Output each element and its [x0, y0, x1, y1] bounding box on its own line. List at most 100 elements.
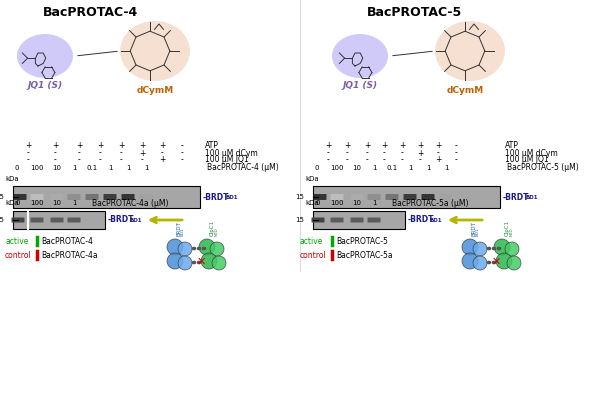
Text: BD1: BD1 [130, 218, 143, 223]
Text: 100 μM JQ1: 100 μM JQ1 [505, 156, 548, 164]
Text: +: + [97, 142, 103, 150]
Ellipse shape [332, 34, 388, 78]
Text: 0: 0 [16, 200, 20, 206]
Text: 100: 100 [330, 200, 344, 206]
Text: 15: 15 [0, 217, 4, 223]
Text: BacPROTAC-4: BacPROTAC-4 [43, 6, 137, 19]
FancyBboxPatch shape [386, 194, 398, 200]
FancyBboxPatch shape [50, 217, 64, 223]
Circle shape [178, 242, 192, 256]
Text: ATP: ATP [205, 142, 219, 150]
Circle shape [507, 256, 521, 270]
Text: JQ1 (S): JQ1 (S) [343, 81, 377, 90]
Text: BD1: BD1 [525, 195, 538, 200]
Text: -: - [365, 156, 368, 164]
Text: +: + [325, 142, 331, 150]
Text: 1: 1 [372, 165, 376, 171]
Text: -: - [53, 148, 56, 158]
Text: 0: 0 [315, 165, 319, 171]
Text: +: + [344, 142, 350, 150]
Text: -: - [383, 148, 385, 158]
FancyBboxPatch shape [331, 217, 343, 223]
Text: -: - [181, 148, 184, 158]
Text: BacPROTAC-5a: BacPROTAC-5a [336, 251, 392, 259]
Text: +: + [417, 148, 423, 158]
FancyBboxPatch shape [367, 194, 380, 200]
Text: +: + [118, 142, 124, 150]
Text: ATP: ATP [505, 142, 519, 150]
Text: -: - [455, 148, 457, 158]
Text: 1: 1 [408, 165, 412, 171]
Circle shape [462, 253, 478, 269]
Text: 15: 15 [295, 194, 304, 200]
FancyBboxPatch shape [14, 194, 26, 200]
Text: 100 μM JQ1: 100 μM JQ1 [205, 156, 248, 164]
Text: 1: 1 [72, 200, 76, 206]
Text: dCymM: dCymM [136, 86, 173, 95]
Text: -: - [26, 148, 29, 158]
Ellipse shape [120, 21, 190, 81]
FancyBboxPatch shape [331, 194, 343, 200]
Circle shape [505, 242, 519, 256]
Text: 10: 10 [353, 165, 361, 171]
Circle shape [462, 239, 478, 255]
Text: -: - [326, 156, 329, 164]
Text: 1: 1 [72, 165, 76, 171]
FancyBboxPatch shape [86, 194, 98, 200]
Text: BacPROTAC-5: BacPROTAC-5 [367, 6, 463, 19]
Text: 0: 0 [15, 165, 19, 171]
Text: -: - [455, 142, 457, 150]
FancyBboxPatch shape [50, 194, 64, 200]
Text: active: active [5, 237, 28, 245]
Text: BacPROTAC-5 (μM): BacPROTAC-5 (μM) [507, 164, 579, 172]
FancyBboxPatch shape [11, 217, 25, 223]
Text: 0.1: 0.1 [386, 165, 398, 171]
Text: BRDT: BRDT [176, 221, 182, 236]
Text: -: - [119, 148, 122, 158]
Text: kDa: kDa [305, 200, 319, 206]
Text: 1: 1 [108, 165, 112, 171]
Text: -: - [181, 142, 184, 150]
Text: +: + [25, 142, 31, 150]
Text: dCymM: dCymM [446, 86, 484, 95]
Text: BRDT: BRDT [472, 221, 476, 236]
FancyBboxPatch shape [314, 194, 326, 200]
Circle shape [210, 242, 224, 256]
Text: +: + [435, 142, 441, 150]
FancyBboxPatch shape [31, 194, 44, 200]
Text: -: - [419, 156, 421, 164]
Text: kDa: kDa [5, 200, 19, 206]
Text: -: - [119, 156, 122, 164]
Text: 100: 100 [30, 165, 44, 171]
FancyBboxPatch shape [67, 194, 80, 200]
Text: -: - [326, 148, 329, 158]
Bar [313, 186, 500, 208]
Circle shape [167, 239, 183, 255]
Text: ClpC1: ClpC1 [209, 220, 215, 236]
Bar [313, 211, 405, 229]
Text: kDa: kDa [5, 176, 19, 182]
Text: +: + [417, 142, 423, 150]
Circle shape [201, 253, 217, 269]
Text: -: - [77, 148, 80, 158]
Text: BD1: BD1 [225, 195, 238, 200]
Text: control: control [5, 251, 32, 259]
Text: +: + [435, 156, 441, 164]
Text: BacPROTAC-4 (μM): BacPROTAC-4 (μM) [207, 164, 279, 172]
Text: control: control [300, 251, 327, 259]
Circle shape [496, 253, 512, 269]
Text: -BRDT: -BRDT [203, 192, 229, 201]
FancyBboxPatch shape [104, 194, 116, 200]
Bar [13, 211, 105, 229]
Text: 10: 10 [53, 200, 62, 206]
FancyBboxPatch shape [139, 194, 152, 200]
FancyBboxPatch shape [311, 217, 325, 223]
Text: +: + [76, 142, 82, 150]
Text: -: - [365, 148, 368, 158]
Text: 1: 1 [426, 165, 430, 171]
Ellipse shape [435, 21, 505, 81]
Text: ✕: ✕ [491, 257, 500, 267]
Text: +: + [381, 142, 387, 150]
Text: -: - [437, 148, 439, 158]
Text: ClpC1: ClpC1 [505, 220, 509, 236]
